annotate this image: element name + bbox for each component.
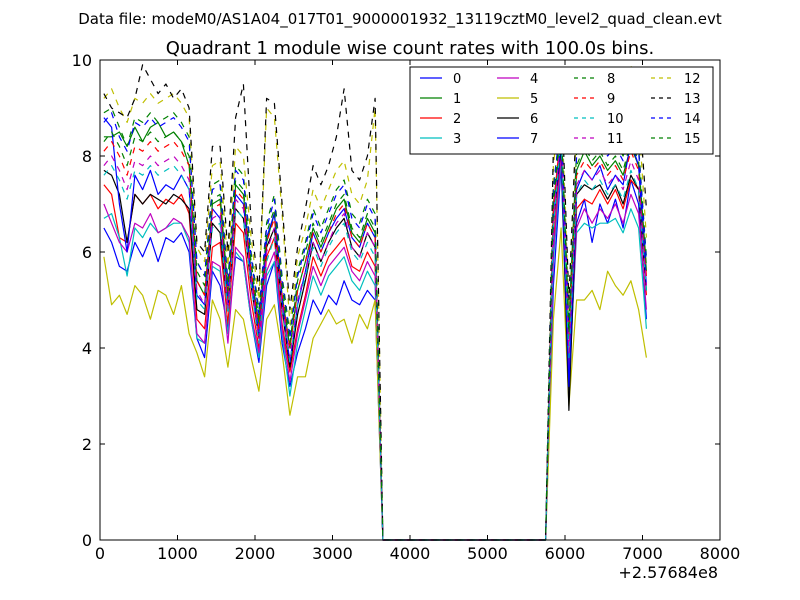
series-line-10 <box>103 136 647 541</box>
series-line-1 <box>103 121 647 541</box>
series-line-15 <box>103 121 647 541</box>
y-tick-label: 6 <box>82 243 92 262</box>
legend-label-6: 6 <box>530 112 538 127</box>
x-tick-label: 1000 <box>157 544 198 563</box>
legend-label-5: 5 <box>530 92 538 107</box>
x-tick-label: 6000 <box>545 544 586 563</box>
y-tick-label: 8 <box>82 147 92 166</box>
x-tick-label: 7000 <box>622 544 663 563</box>
chart-title: Quadrant 1 module wise count rates with … <box>166 38 655 59</box>
y-tick-label: 2 <box>82 435 92 454</box>
series-line-5 <box>103 227 647 541</box>
x-tick-label: 0 <box>95 544 105 563</box>
legend-label-0: 0 <box>453 72 461 87</box>
y-tick-label: 0 <box>82 531 92 550</box>
legend-label-13: 13 <box>684 92 701 107</box>
series-line-14 <box>103 112 647 541</box>
series-line-11 <box>103 131 647 541</box>
legend-label-11: 11 <box>607 132 624 147</box>
series-layer <box>103 64 647 541</box>
series-line-9 <box>103 126 647 541</box>
legend-label-3: 3 <box>453 132 461 147</box>
x-offset-label: +2.57684e8 <box>618 563 718 582</box>
legend-label-15: 15 <box>684 132 701 147</box>
legend-box <box>409 66 714 155</box>
y-tick-label: 10 <box>72 51 92 70</box>
legend-label-1: 1 <box>453 92 461 107</box>
legend-label-10: 10 <box>607 112 624 127</box>
figure-suptitle: Data file: modeM0/AS1A04_017T01_90000019… <box>78 10 722 29</box>
x-tick-label: 4000 <box>390 544 431 563</box>
legend-label-4: 4 <box>530 72 538 87</box>
x-tick-label: 2000 <box>235 544 276 563</box>
legend-label-14: 14 <box>684 112 701 127</box>
y-tick-label: 4 <box>82 339 92 358</box>
x-tick-label: 8000 <box>700 544 741 563</box>
x-tick-label: 3000 <box>312 544 353 563</box>
legend-label-12: 12 <box>684 72 701 87</box>
legend-label-2: 2 <box>453 112 461 127</box>
x-tick-label: 5000 <box>467 544 508 563</box>
legend-label-8: 8 <box>607 72 615 87</box>
legend-label-9: 9 <box>607 92 615 107</box>
legend-label-7: 7 <box>530 132 538 147</box>
